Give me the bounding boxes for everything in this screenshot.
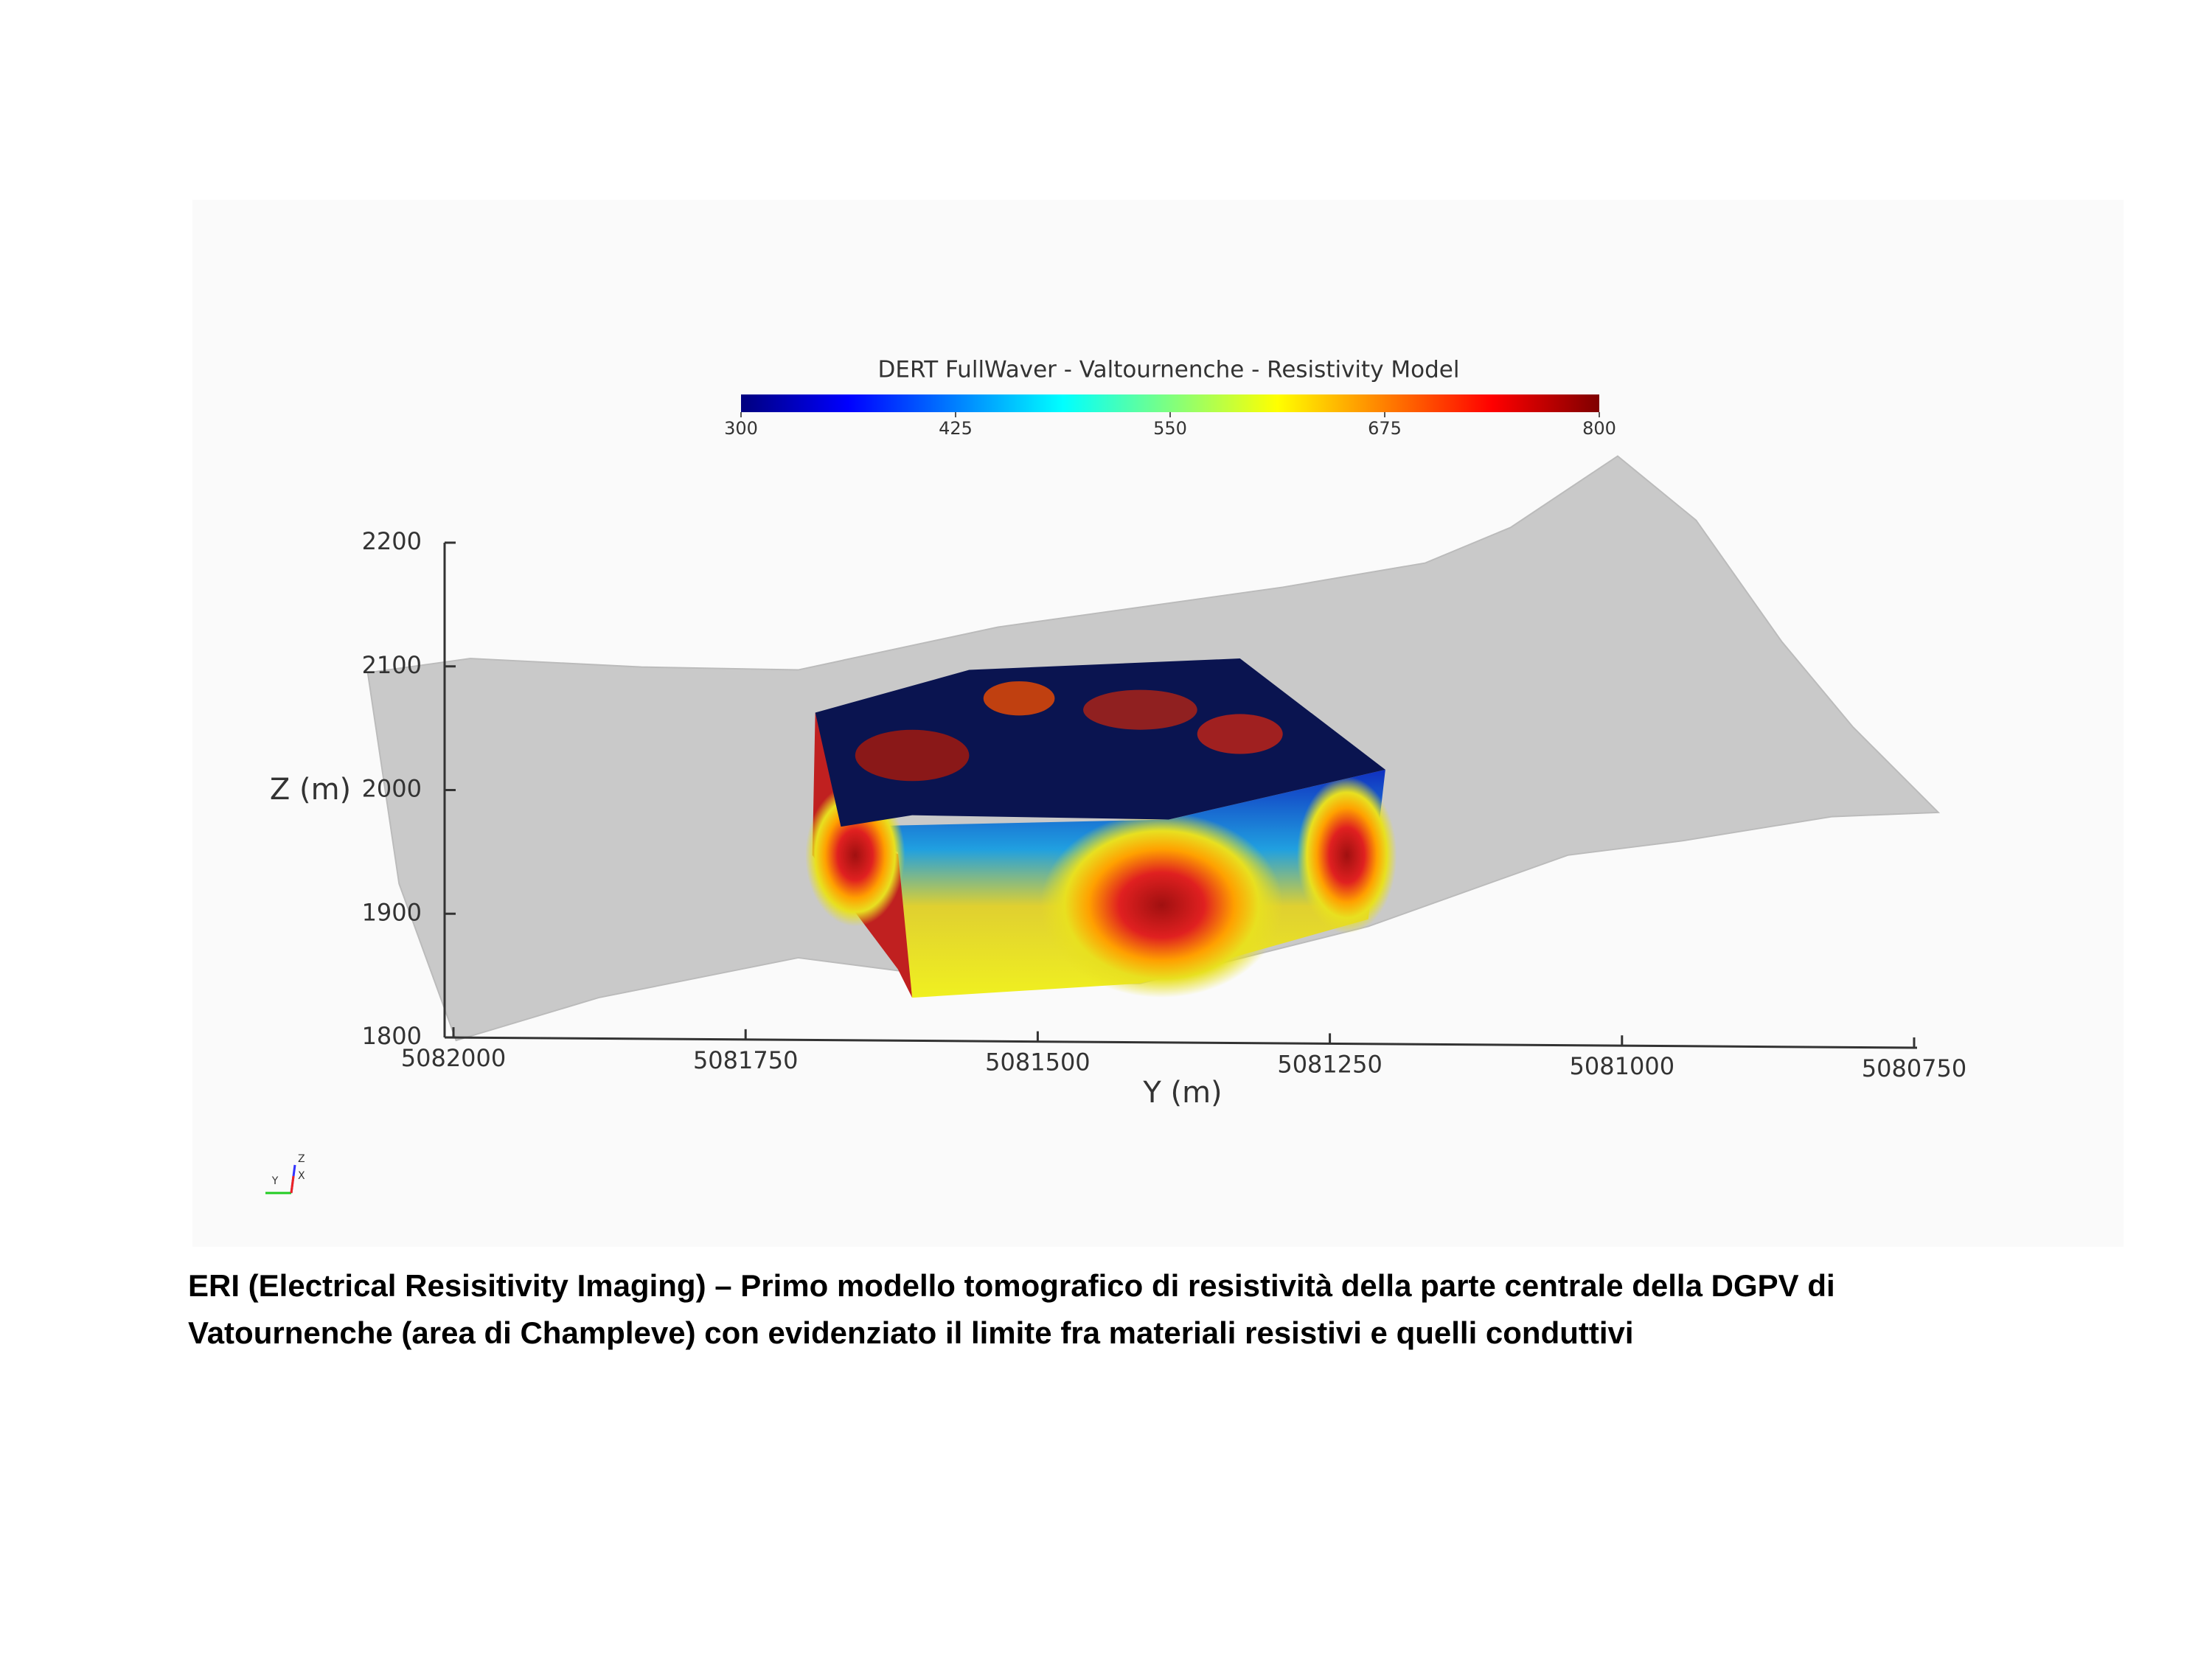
y-tick-label: 5081250 [1277,1050,1382,1078]
y-tick-label: 5080750 [1862,1054,1967,1082]
z-tick-label: 1900 [362,898,422,926]
model-anomaly [855,729,970,782]
z-axis-label: Z (m) [270,773,351,807]
scene [366,455,1941,1042]
orientation-axes: Y X Z [265,1153,305,1194]
model-top-face [815,658,1385,827]
model-anomaly [1040,812,1283,998]
orientation-label: Z [298,1153,305,1165]
orientation-label: Y [271,1175,279,1187]
colorbar-tick-label: 550 [1153,418,1187,439]
z-tick-label: 2200 [362,527,422,555]
colorbar-tick-label: 300 [724,418,758,439]
colorbar-tick-label: 800 [1582,418,1616,439]
colorbar-title: DERT FullWaver - Valtournenche - Resisti… [878,357,1460,383]
caption-line: ERI (Electrical Resisitivity Imaging) – … [188,1268,1835,1303]
y-tick-label: 5081750 [693,1046,799,1074]
colorbar-tick-label: 425 [939,418,973,439]
orientation-axis [290,1175,295,1194]
y-tick-label: 5081000 [1570,1052,1675,1080]
y-tick-label: 5082000 [401,1044,507,1072]
y-axis-label: Y (m) [1142,1076,1222,1110]
model-anomaly [1083,689,1197,730]
model-anomaly [1297,776,1397,934]
orientation-label: X [298,1170,305,1182]
y-axis-line [444,1036,1918,1049]
colorbar-tick-label: 675 [1368,418,1402,439]
y-tick-label: 5081500 [985,1048,1091,1077]
model-anomaly [983,681,1055,716]
caption: ERI (Electrical Resisitivity Imaging) – … [188,1262,1835,1357]
z-tick-label: 2100 [362,651,422,679]
z-tick-label: 2000 [362,775,422,803]
caption-line: Vatournenche (area di Champleve) con evi… [188,1315,1634,1350]
model-anomaly [1197,714,1283,754]
colorbar [741,394,1599,412]
z-tick-label: 1800 [362,1022,422,1050]
